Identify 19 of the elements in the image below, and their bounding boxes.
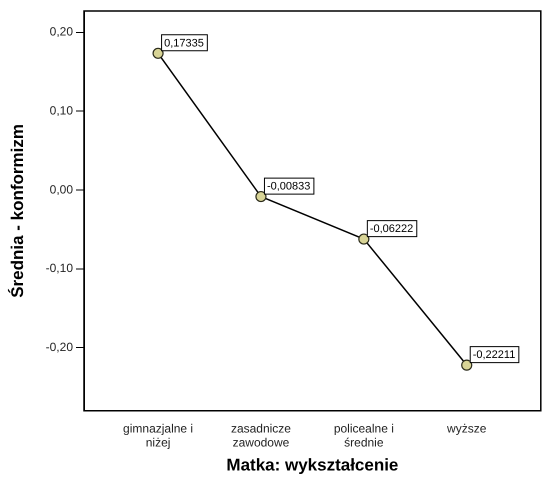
y-axis-title: Średnia - konformizm <box>6 124 27 298</box>
point <box>358 233 370 245</box>
y-tick-label: -0,10 <box>46 261 74 276</box>
data-label: 0,17335 <box>164 37 204 50</box>
data-label: -0,06222 <box>370 223 414 236</box>
data-label: -0,22211 <box>472 349 516 362</box>
point <box>255 190 267 202</box>
data-label: -0,00833 <box>266 180 310 193</box>
x-tick-label: gimnazjalne i niżej <box>123 421 194 450</box>
y-tick-label: 0,20 <box>50 24 74 39</box>
y-tick-label: 0,10 <box>50 103 74 118</box>
point <box>152 48 164 59</box>
x-tick-label: policealne i średnie <box>334 421 394 450</box>
x-tick-label: wyższe <box>446 421 487 436</box>
y-tick-label: -0,20 <box>46 340 74 354</box>
y-tick-label: 0,00 <box>50 182 74 196</box>
x-tick-label: zasadnicze zawodowe <box>230 421 292 450</box>
point <box>461 360 472 371</box>
x-axis-title: Matka: wykształcenie <box>226 455 398 474</box>
